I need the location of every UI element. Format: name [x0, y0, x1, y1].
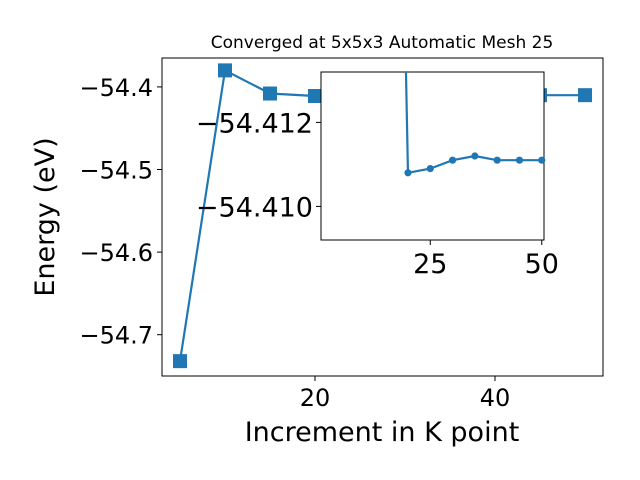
x-tick-label: 20	[300, 384, 331, 412]
data-point-marker	[578, 88, 592, 103]
inset-axes-frame	[320, 71, 545, 241]
chart-title: Converged at 5x5x3 Automatic Mesh 25	[211, 33, 554, 53]
inset-data-point-marker	[426, 165, 434, 173]
y-tick-label: −54.4	[79, 74, 153, 102]
y-axis-label: Energy (eV)	[30, 137, 61, 296]
inset-data-point-marker	[493, 156, 501, 164]
inset-plot: 25 50 −54.412 −54.410	[196, 71, 559, 280]
y-tick-label: −54.5	[79, 157, 153, 185]
data-point-marker	[218, 63, 232, 78]
inset-data-point-marker	[448, 156, 457, 164]
inset-x-tick-label: 50	[525, 249, 559, 280]
data-point-marker	[308, 88, 322, 103]
inset-data-point-marker	[404, 169, 412, 177]
y-tick-label: −54.7	[79, 322, 153, 350]
data-point-marker	[173, 354, 187, 369]
inset-series-line	[404, 71, 542, 175]
inset-y-tick-label: −54.412	[196, 108, 313, 139]
inset-data-point-marker	[515, 156, 524, 164]
inset-data-point-marker	[471, 152, 479, 160]
x-tick-label: 40	[480, 384, 511, 412]
y-tick-label: −54.6	[79, 239, 153, 267]
data-point-marker	[263, 86, 277, 101]
inset-data-point-marker	[538, 156, 546, 164]
inset-y-tick-label: −54.410	[196, 192, 313, 223]
x-axis-label: Increment in K point	[245, 417, 520, 448]
inset-x-tick-label: 25	[413, 249, 447, 280]
